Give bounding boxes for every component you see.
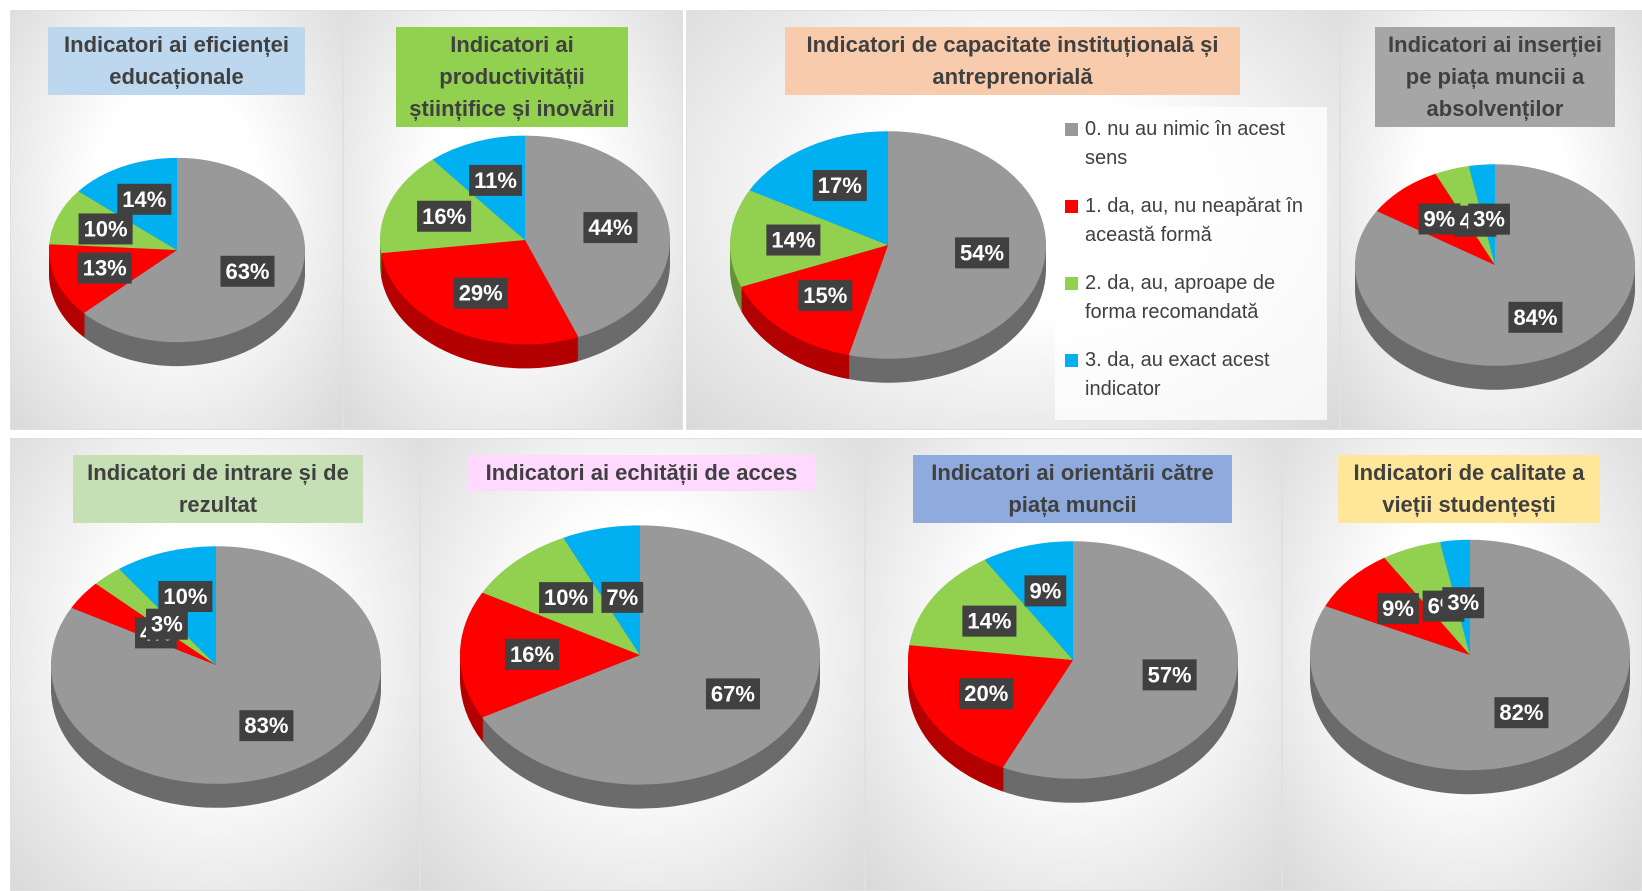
data-label-box	[158, 581, 213, 613]
data-label-box	[705, 678, 760, 710]
data-label: 63%	[225, 259, 269, 284]
data-label-box	[1024, 575, 1067, 607]
data-label: 44%	[588, 215, 632, 240]
data-label: 14%	[771, 228, 815, 253]
data-label: 83%	[244, 713, 288, 738]
data-label: 9%	[1424, 206, 1456, 231]
data-label: 11%	[474, 168, 517, 193]
data-label-box	[220, 255, 275, 287]
data-label-box	[1468, 203, 1510, 235]
data-label: 57%	[1148, 662, 1192, 687]
data-label: 29%	[459, 281, 503, 306]
data-label: 54%	[960, 240, 1004, 265]
data-label-box	[239, 710, 294, 742]
data-label-box	[1418, 203, 1461, 235]
slice	[83, 157, 305, 343]
legend-swatch	[1065, 200, 1078, 213]
slice	[1002, 541, 1238, 779]
data-label-box	[1142, 659, 1197, 691]
data-label: 14%	[122, 187, 166, 212]
legend-entry: 3. da, au exact acest indicator	[1063, 346, 1319, 404]
data-label: 3%	[1473, 207, 1505, 232]
data-label-box	[1377, 593, 1419, 625]
data-label: 16%	[422, 204, 466, 229]
legend-swatch	[1065, 354, 1078, 367]
data-label-box	[959, 678, 1014, 710]
data-label: 9%	[1382, 596, 1414, 621]
legend-swatch	[1065, 123, 1078, 136]
data-label: 17%	[818, 173, 862, 198]
data-label: 3%	[151, 612, 183, 637]
legend-entry: 0. nu au nimic în acest sens	[1063, 115, 1319, 173]
slice	[50, 546, 382, 784]
chart-title: Indicatori ai productivității științific…	[396, 27, 628, 127]
data-label: 10%	[544, 585, 588, 610]
chart-title: Indicatori ai echității de acces	[468, 455, 815, 491]
data-label-box	[798, 280, 853, 312]
data-label: 10%	[84, 216, 128, 241]
slice	[482, 525, 820, 785]
data-label-box	[417, 200, 472, 232]
data-label-box	[1442, 587, 1485, 619]
chart-title: Indicatori ai inserției pe piața muncii …	[1375, 27, 1615, 127]
data-label: 13%	[83, 256, 127, 281]
data-label: 10%	[163, 584, 207, 609]
chart-title: Indicatori ai orientării către piața mun…	[913, 455, 1232, 523]
data-label: 16%	[510, 642, 554, 667]
data-label: 14%	[967, 609, 1011, 634]
data-label: 67%	[711, 681, 755, 706]
slice	[848, 131, 1046, 359]
data-label: 7%	[606, 585, 638, 610]
data-label: 82%	[1499, 700, 1543, 725]
data-label: 9%	[1029, 578, 1061, 603]
data-label-box	[955, 237, 1010, 269]
data-label-box	[601, 581, 644, 613]
data-label: 20%	[964, 681, 1008, 706]
data-label-box	[504, 638, 560, 670]
data-label-box	[1494, 697, 1549, 729]
data-label-box	[77, 252, 132, 284]
data-label: 3%	[1447, 590, 1479, 615]
data-label: 15%	[803, 283, 847, 308]
chart-title: Indicatori ai eficienței educaționale	[48, 27, 305, 95]
data-label-box	[539, 582, 594, 614]
data-label: 84%	[1513, 305, 1557, 330]
legend-swatch	[1065, 277, 1078, 290]
data-label-box	[78, 213, 133, 245]
data-label-box	[766, 224, 821, 256]
legend-entry: 1. da, au, nu neapărat în această formă	[1063, 192, 1319, 250]
data-label-box	[1508, 301, 1563, 333]
data-label-box	[583, 212, 638, 244]
legend: 0. nu au nimic în acest sens 1. da, au, n…	[1055, 107, 1327, 420]
data-label-box	[962, 605, 1017, 637]
data-label-box	[145, 608, 188, 640]
chart-title: Indicatori de capacitate instituțională …	[785, 27, 1240, 95]
data-label-box	[117, 183, 172, 215]
chart-title: Indicatori de calitate a vieții studențe…	[1338, 455, 1600, 523]
data-label-box	[469, 164, 522, 196]
legend-entry: 2. da, au, aproape de forma recomandată	[1063, 269, 1319, 327]
data-label-box	[453, 277, 508, 309]
chart-title: Indicatori de intrare și de rezultat	[73, 455, 363, 523]
data-label-box	[812, 170, 867, 202]
